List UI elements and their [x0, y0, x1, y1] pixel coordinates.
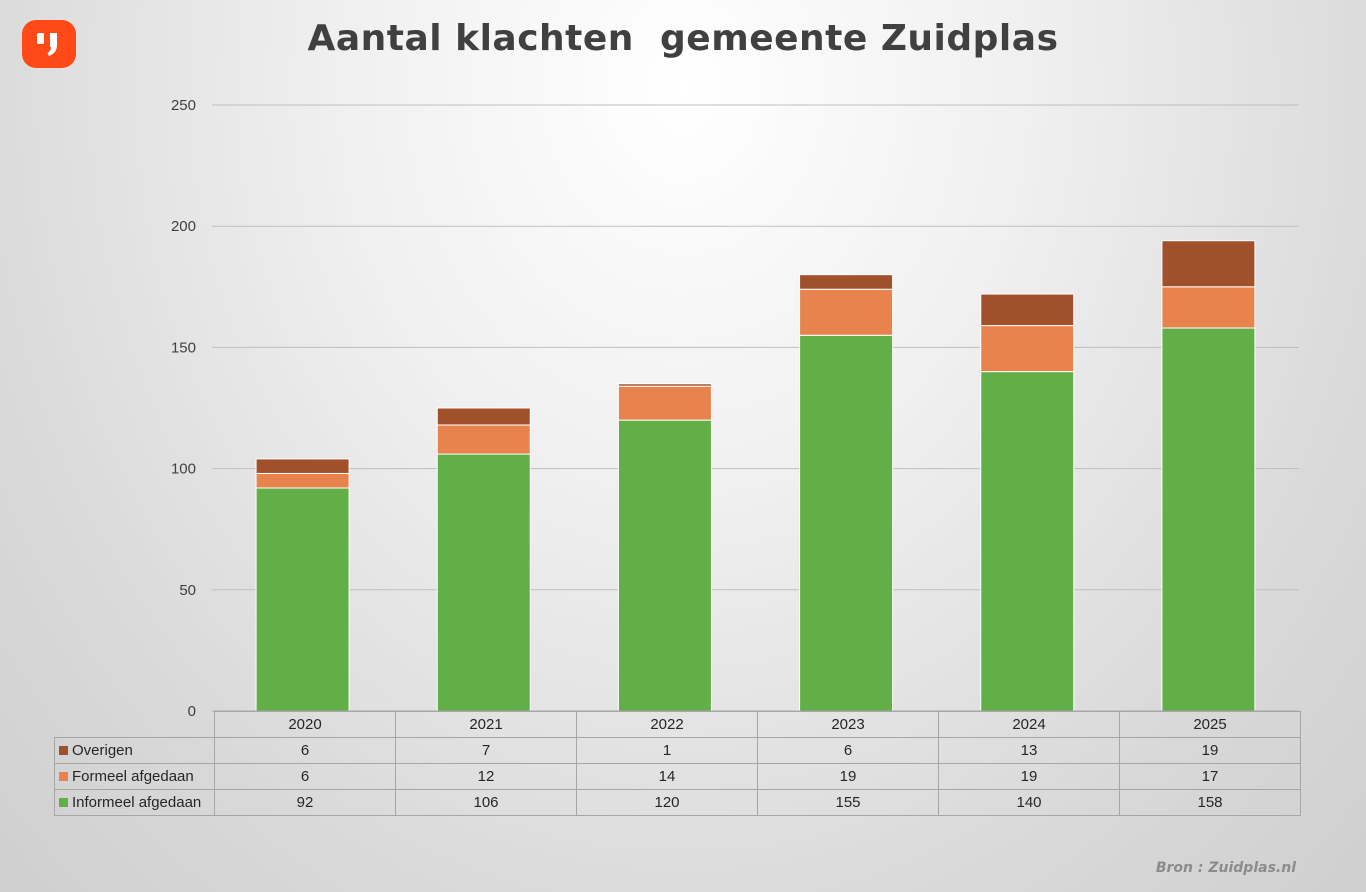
data-table: 2020 2021 2022 2023 2024 2025 Overigen 6 7 1 6 13 19… — [54, 711, 1301, 816]
bar-informeel-afgedaan-2023 — [799, 334, 894, 712]
table-cell: 17 — [1119, 763, 1301, 790]
table-cell: 140 — [938, 789, 1120, 816]
legend-swatch — [59, 746, 68, 755]
table-cell: 19 — [757, 763, 939, 790]
bar-formeel-afgedaan-2024 — [980, 325, 1075, 373]
legend-entry-overigen: Overigen — [54, 737, 215, 764]
x-tick-label: 2020 — [214, 711, 396, 738]
x-tick-label: 2024 — [938, 711, 1120, 738]
bar-formeel-afgedaan-2021 — [436, 424, 531, 455]
legend-entry-informeel-afgedaan: Informeel afgedaan — [54, 789, 215, 816]
source-note: Bron : Zuidplas.nl — [1155, 860, 1296, 876]
table-row: Informeel afgedaan 92 106 120 155 140 158 — [54, 789, 1301, 816]
bar-overigen-2023 — [799, 274, 894, 290]
bar-informeel-afgedaan-2022 — [617, 419, 712, 712]
y-tick-label: 200 — [171, 218, 196, 235]
legend-entry-formeel-afgedaan: Formeel afgedaan — [54, 763, 215, 790]
table-cell: 14 — [576, 763, 758, 790]
bar-overigen-2022 — [617, 383, 712, 387]
table-cell: 6 — [757, 737, 939, 764]
bar-overigen-2024 — [980, 293, 1075, 327]
legend-label: Informeel afgedaan — [72, 794, 202, 811]
bar-formeel-afgedaan-2022 — [617, 385, 712, 421]
logo — [22, 20, 76, 68]
table-cell: 120 — [576, 789, 758, 816]
table-cell: 158 — [1119, 789, 1301, 816]
table-row: Overigen 6 7 1 6 13 19 — [54, 737, 1301, 764]
table-cell: 19 — [1119, 737, 1301, 764]
x-tick-label: 2022 — [576, 711, 758, 738]
legend-swatch — [59, 798, 68, 807]
table-cell: 19 — [938, 763, 1120, 790]
y-tick-label: 250 — [171, 97, 196, 114]
table-cell: 1 — [576, 737, 758, 764]
table-cell: 106 — [395, 789, 577, 816]
bar-formeel-afgedaan-2023 — [799, 288, 894, 336]
bar-informeel-afgedaan-2020 — [255, 487, 350, 712]
bar-formeel-afgedaan-2025 — [1161, 286, 1256, 329]
legend-label: Formeel afgedaan — [72, 768, 194, 785]
table-cell: 92 — [214, 789, 396, 816]
table-cell: 6 — [214, 763, 396, 790]
bar-informeel-afgedaan-2021 — [436, 453, 531, 712]
bar-overigen-2021 — [436, 407, 531, 426]
bar-overigen-2020 — [255, 458, 350, 474]
table-header-row: 2020 2021 2022 2023 2024 2025 — [54, 711, 1301, 738]
y-tick-label: 50 — [179, 582, 196, 599]
y-tick-label: 100 — [171, 461, 196, 478]
bar-informeel-afgedaan-2024 — [980, 371, 1075, 712]
table-cell: 12 — [395, 763, 577, 790]
table-row: Formeel afgedaan 6 12 14 19 19 17 — [54, 763, 1301, 790]
quote-mark-icon — [37, 33, 57, 56]
x-tick-label: 2023 — [757, 711, 939, 738]
x-tick-label: 2025 — [1119, 711, 1301, 738]
table-cell: 6 — [214, 737, 396, 764]
table-cell: 7 — [395, 737, 577, 764]
table-corner — [54, 711, 215, 738]
bar-informeel-afgedaan-2025 — [1161, 327, 1256, 712]
legend-label: Overigen — [72, 742, 133, 759]
table-cell: 155 — [757, 789, 939, 816]
chart-title: Aantal klachten gemeente Zuidplas — [307, 18, 1059, 59]
table-cell: 13 — [938, 737, 1120, 764]
legend-swatch — [59, 772, 68, 781]
bar-formeel-afgedaan-2020 — [255, 472, 350, 489]
x-tick-label: 2021 — [395, 711, 577, 738]
bar-overigen-2025 — [1161, 240, 1256, 288]
y-tick-label: 150 — [171, 339, 196, 356]
